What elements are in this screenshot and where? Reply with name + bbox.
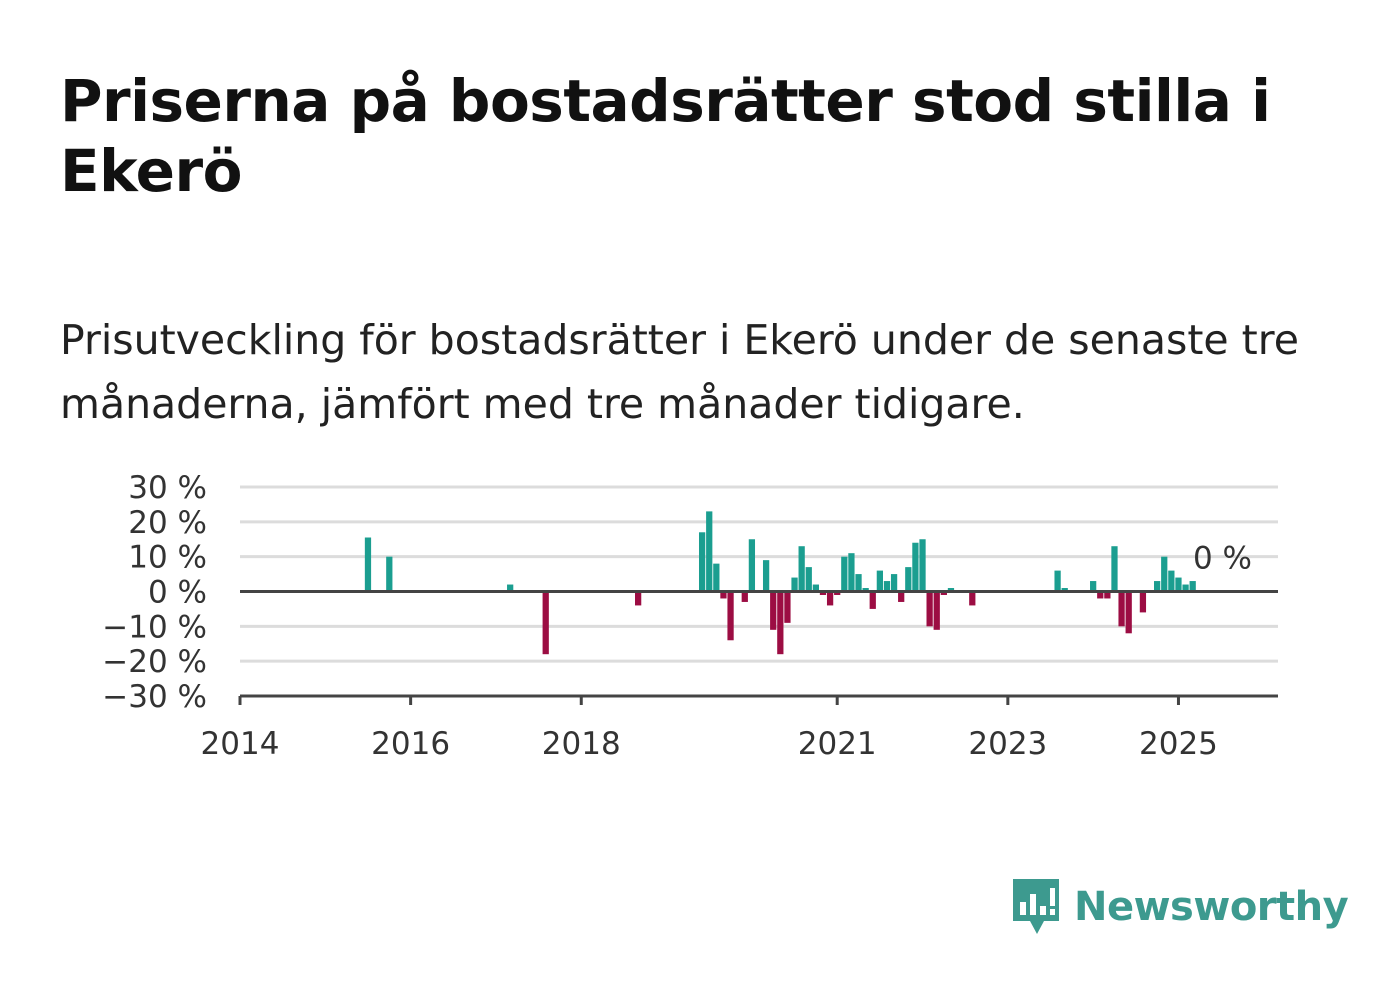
y-tick-label: −30 % xyxy=(102,679,207,715)
bar xyxy=(784,591,791,623)
newsworthy-icon xyxy=(1013,879,1059,934)
x-tick-label: 2014 xyxy=(201,726,280,762)
bar xyxy=(812,584,820,592)
bar xyxy=(1118,591,1125,627)
bar xyxy=(762,560,770,592)
bar xyxy=(1182,584,1189,592)
bar xyxy=(819,591,827,595)
bar xyxy=(386,556,393,592)
bar xyxy=(883,581,891,592)
bar xyxy=(834,591,841,595)
bar xyxy=(635,591,642,606)
bar xyxy=(926,591,933,627)
bar xyxy=(933,591,940,630)
bar xyxy=(947,588,955,592)
bar-chart: 30 %20 %10 %0 %−10 %−20 %−30 %2014 2016 20… xyxy=(102,470,1278,762)
bar xyxy=(364,537,372,592)
axes xyxy=(238,590,1278,705)
bar xyxy=(869,591,876,609)
grid-lines xyxy=(240,485,1278,663)
bar xyxy=(1125,591,1132,634)
bar xyxy=(1168,570,1175,592)
bar xyxy=(855,574,862,592)
bar xyxy=(770,591,777,630)
bar xyxy=(1139,591,1147,613)
bar xyxy=(1054,570,1061,592)
bar xyxy=(940,591,947,595)
x-tick-label: 2025 xyxy=(1139,726,1218,762)
bar xyxy=(876,570,883,592)
bar xyxy=(848,553,855,592)
bar xyxy=(777,591,784,655)
bar xyxy=(898,591,905,602)
bar xyxy=(1161,556,1168,592)
bar xyxy=(741,591,748,602)
bar xyxy=(805,567,812,592)
bar xyxy=(507,584,514,592)
bars xyxy=(364,511,1196,655)
x-tick-label: 2016 xyxy=(371,726,450,762)
newsworthy-logo: Newsworthy xyxy=(1010,876,1349,938)
bar xyxy=(713,563,720,592)
bar xyxy=(1104,591,1111,599)
y-tick-label: 0 % xyxy=(148,575,207,611)
bar xyxy=(890,574,898,592)
y-tick-label: 30 % xyxy=(128,470,207,506)
bar xyxy=(706,511,713,592)
bar xyxy=(862,588,869,592)
bar xyxy=(912,542,919,592)
bar xyxy=(969,591,976,606)
bar xyxy=(1090,581,1097,592)
y-tick-label: −20 % xyxy=(102,644,207,680)
brand-name: Newsworthy xyxy=(1074,884,1349,930)
bar xyxy=(542,591,549,655)
bar xyxy=(919,539,926,592)
x-tick-label: 2021 xyxy=(798,726,877,762)
bar xyxy=(1154,581,1161,592)
bar xyxy=(727,591,734,641)
y-tick-label: −10 % xyxy=(102,609,207,645)
bar xyxy=(798,546,805,592)
bar xyxy=(1189,581,1196,592)
bar xyxy=(1097,591,1104,599)
bar xyxy=(905,567,912,592)
bar xyxy=(1175,577,1182,592)
bar xyxy=(826,591,834,606)
bar xyxy=(698,532,706,592)
last-value-label: 0 % xyxy=(1193,541,1252,577)
bar xyxy=(720,591,727,599)
x-tick-label: 2018 xyxy=(542,726,621,762)
x-tick-label: 2023 xyxy=(968,726,1047,762)
y-tick-label: 20 % xyxy=(128,505,207,541)
chart-subtitle: Prisutveckling för bostadsrätter i Ekerö… xyxy=(60,316,1299,428)
bar xyxy=(748,539,756,592)
bar xyxy=(841,556,848,592)
chart-title: Priserna på bostadsrätter stod stilla i … xyxy=(60,67,1271,205)
bar xyxy=(1111,546,1118,592)
bar xyxy=(1061,588,1068,592)
tick-labels: 30 %20 %10 %0 %−10 %−20 %−30 %2014 2016 20… xyxy=(102,470,1252,762)
y-tick-label: 10 % xyxy=(128,540,207,576)
bar xyxy=(791,577,798,592)
